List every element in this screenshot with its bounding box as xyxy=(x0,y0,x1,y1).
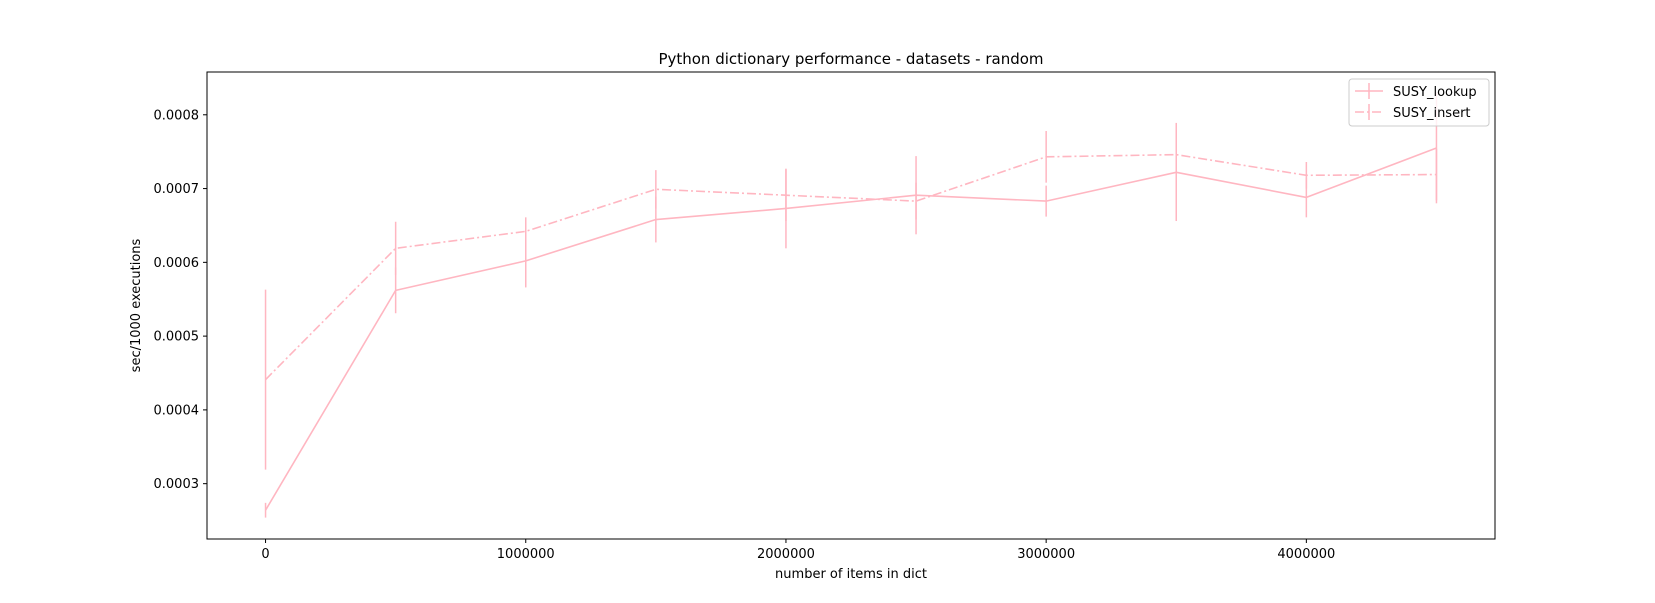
legend-entries: SUSY_lookup SUSY_insert xyxy=(1355,83,1477,121)
y-axis-label: sec/1000 executions xyxy=(129,238,144,372)
legend-item-SUSY_lookup: SUSY_lookup xyxy=(1355,83,1477,100)
x-axis-label: number of items in dict xyxy=(775,567,927,582)
legend-box xyxy=(1348,78,1490,127)
y-tick-label-3: 0.0006 xyxy=(154,256,200,271)
plot-frame xyxy=(206,71,1496,540)
y-tick-label-2: 0.0005 xyxy=(154,330,200,345)
y-tick-label-1: 0.0004 xyxy=(154,403,200,418)
legend: SUSY_lookup SUSY_insert xyxy=(1348,78,1490,127)
legend-item-SUSY_insert: SUSY_insert xyxy=(1355,104,1471,121)
x-tick-label-3: 3000000 xyxy=(1017,547,1075,562)
y-tick-label-5: 0.0008 xyxy=(154,108,200,123)
x-tick-label-0: 0 xyxy=(261,547,269,562)
series-line-SUSY_lookup xyxy=(264,147,1437,511)
plot-series xyxy=(264,92,1438,518)
x-axis: 0 1000000 2000000 3000000 4000000 xyxy=(261,539,1335,562)
series-line-SUSY_insert xyxy=(264,153,1437,381)
chart-title: Python dictionary performance - datasets… xyxy=(658,50,1043,68)
legend-label-SUSY_insert: SUSY_insert xyxy=(1393,106,1471,121)
x-tick-label-1: 1000000 xyxy=(497,547,555,562)
legend-label-SUSY_lookup: SUSY_lookup xyxy=(1393,85,1477,100)
y-tick-label-0: 0.0003 xyxy=(154,477,200,492)
series-SUSY_insert xyxy=(264,122,1438,470)
x-tick-label-4: 4000000 xyxy=(1277,547,1335,562)
y-axis: 0.0003 0.0004 0.0005 0.0006 0.0007 0.0008 xyxy=(154,108,207,492)
y-tick-label-4: 0.0007 xyxy=(154,182,200,197)
x-tick-label-2: 2000000 xyxy=(757,547,815,562)
